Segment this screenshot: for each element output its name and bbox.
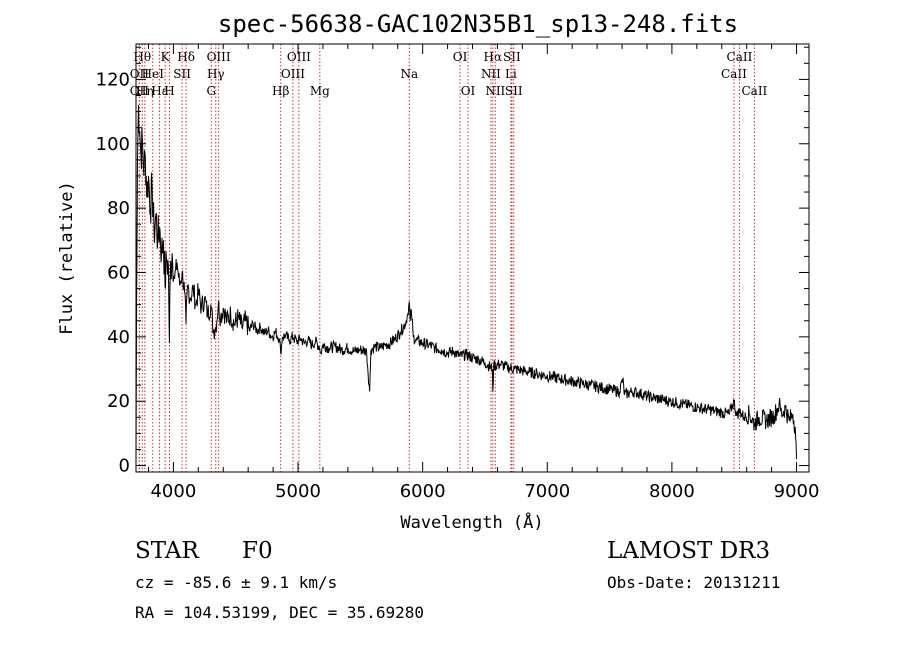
line-marker-label: K (161, 50, 171, 64)
y-tick-label: 40 (107, 327, 130, 348)
line-marker-label: SII (173, 67, 191, 81)
line-marker-label: OI (453, 50, 468, 64)
line-marker-label: Na (400, 67, 418, 81)
spectrum-chart: spec-56638-GAC102N35B1_sp13-248.fits OII… (57, 10, 820, 533)
line-marker-label: Hη (136, 84, 154, 98)
y-tick-label: 20 (107, 391, 130, 412)
line-marker-label: CaII (727, 50, 753, 64)
coordinates-text: RA = 104.53199, DEC = 35.69280 (135, 603, 424, 622)
line-marker-label: Mg (310, 84, 330, 98)
survey-name: LAMOST DR3 (607, 538, 771, 564)
line-marker-label: OIII (287, 50, 311, 64)
line-marker-label: NII (485, 84, 505, 98)
redshift-text: cz = -85.6 ± 9.1 km/s (135, 573, 338, 592)
line-marker-label: Hθ (133, 50, 151, 64)
line-marker-label: OI (461, 84, 476, 98)
x-axis-ticks: 4000 5000 6000 7000 8000 9000 (147, 44, 820, 502)
line-marker-label: HeI (142, 67, 165, 81)
line-marker-label: SII (503, 50, 521, 64)
spectral-line-markers: OIIOIIHθHηHeIHεKHSIIHδGHγOIIIHβOIIIOIIIM… (130, 44, 768, 472)
line-marker-label: G (206, 84, 216, 98)
x-tick-label: 9000 (774, 481, 820, 502)
object-class: STAR (135, 538, 199, 564)
line-marker-label: Hε (151, 84, 168, 98)
x-tick-label: 6000 (400, 481, 446, 502)
x-tick-label: 5000 (275, 481, 321, 502)
line-marker-label: SII (505, 84, 523, 98)
line-marker-label: Hα (484, 50, 503, 64)
y-tick-label: 80 (107, 198, 130, 219)
y-tick-label: 60 (107, 262, 130, 283)
line-marker-label: OIII (281, 67, 305, 81)
obs-date: Obs-Date: 20131211 (607, 573, 781, 592)
y-tick-label: 0 (119, 456, 130, 477)
x-tick-label: 8000 (649, 481, 695, 502)
x-axis-label: Wavelength (Å) (400, 511, 543, 533)
spectrum-line (135, 105, 797, 460)
line-marker-label: Hγ (207, 67, 225, 81)
chart-title: spec-56638-GAC102N35B1_sp13-248.fits (218, 10, 738, 38)
line-marker-label: NII (481, 67, 501, 81)
line-marker-label: CaII (721, 67, 747, 81)
y-axis-label: Flux (relative) (57, 181, 77, 335)
y-tick-label: 120 (96, 69, 130, 90)
line-marker-label: OII (130, 67, 150, 81)
y-tick-label: 100 (96, 134, 130, 155)
line-marker-label: OIII (207, 50, 231, 64)
line-marker-label: CaII (741, 84, 767, 98)
x-tick-label: 4000 (150, 481, 196, 502)
object-subclass: F0 (242, 538, 273, 564)
line-marker-label: Li (505, 67, 517, 81)
line-marker-label: H (164, 84, 174, 98)
line-marker-label: Hβ (272, 84, 289, 98)
x-tick-label: 7000 (524, 481, 570, 502)
line-marker-label: Hδ (177, 50, 195, 64)
y-axis-ticks: 0 20 40 60 80 100 120 (96, 46, 809, 477)
